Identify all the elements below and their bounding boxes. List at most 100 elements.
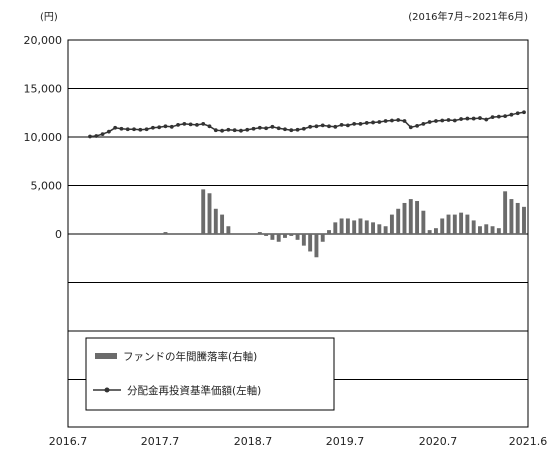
return-bar — [484, 224, 489, 234]
return-bar — [345, 218, 350, 234]
nav-point — [100, 132, 105, 136]
nav-point — [383, 119, 388, 123]
return-bar — [201, 189, 206, 234]
nav-point — [314, 124, 319, 129]
nav-point — [163, 124, 168, 129]
nav-point — [478, 116, 482, 120]
return-bar — [459, 212, 464, 234]
nav-point — [522, 110, 526, 115]
nav-point — [377, 120, 382, 124]
nav-point — [226, 127, 231, 132]
nav-point — [415, 123, 419, 128]
nav-point — [220, 128, 224, 133]
return-bar — [295, 234, 300, 240]
nav-point — [295, 127, 300, 132]
nav-point — [157, 125, 162, 130]
return-bar — [320, 234, 325, 242]
return-bar — [478, 226, 482, 234]
return-bar — [389, 214, 394, 234]
y-axis-unit-label: (円) — [40, 12, 58, 23]
return-bar — [308, 234, 313, 252]
legend-bar-swatch — [95, 353, 117, 359]
nav-point — [452, 118, 457, 123]
nav-point — [371, 120, 375, 125]
x-tick-label: 2016.7 — [49, 435, 88, 448]
y-axis-tick-labels: 20,000 15,000 10,000 5,000 0 — [24, 34, 63, 241]
nav-point — [106, 129, 111, 134]
return-bar — [465, 214, 470, 234]
return-bar — [327, 230, 331, 234]
nav-point — [339, 122, 344, 127]
legend-line-marker — [104, 387, 110, 393]
nav-point — [320, 123, 325, 128]
return-bar — [289, 234, 294, 236]
nav-point — [289, 128, 294, 133]
nav-point — [144, 127, 149, 132]
nav-point — [484, 117, 489, 122]
nav-point — [119, 126, 124, 131]
nav-point — [352, 122, 357, 126]
nav-point — [427, 120, 432, 124]
nav-point — [402, 119, 407, 123]
nav-point — [176, 122, 180, 127]
x-tick-label: 2021.6 — [509, 435, 548, 448]
return-bar — [270, 234, 275, 240]
nav-point — [308, 124, 313, 129]
y-tick-label: 10,000 — [24, 131, 63, 144]
nav-point — [150, 125, 155, 130]
nav-point — [490, 115, 495, 120]
return-bar — [339, 218, 344, 234]
nav-point — [345, 123, 350, 128]
return-bar — [314, 234, 319, 258]
nav-point — [251, 126, 256, 131]
x-tick-label: 2020.7 — [419, 435, 458, 448]
nav-point — [408, 125, 413, 130]
return-bar — [433, 228, 438, 234]
nav-point — [396, 118, 401, 122]
nav-point — [207, 124, 212, 129]
nav-point — [358, 122, 363, 126]
nav-point — [465, 116, 470, 121]
nav-point — [201, 122, 206, 126]
nav-point — [239, 128, 243, 133]
return-bar — [515, 202, 520, 234]
legend-box — [85, 337, 335, 411]
return-bar — [257, 232, 262, 234]
return-bar — [226, 226, 231, 234]
return-bar — [301, 234, 306, 246]
return-bar — [452, 214, 457, 234]
nav-point — [515, 111, 520, 116]
nav-point — [113, 125, 118, 130]
line-series — [88, 110, 526, 139]
nav-point — [364, 121, 369, 125]
return-bar — [402, 202, 407, 234]
nav-point — [434, 119, 438, 123]
nav-point — [459, 117, 464, 121]
y-tick-label: 15,000 — [24, 83, 63, 96]
return-bar — [358, 218, 363, 234]
nav-point — [88, 134, 92, 139]
x-tick-label: 2019.7 — [326, 435, 365, 448]
return-bar — [496, 228, 501, 234]
return-bar — [283, 234, 287, 238]
return-bar — [522, 206, 526, 234]
nav-point — [270, 124, 275, 129]
return-bar — [509, 199, 514, 234]
nav-point — [390, 118, 394, 123]
return-bar — [333, 222, 338, 234]
return-bar — [421, 210, 426, 234]
nav-point — [421, 122, 426, 126]
nav-point — [195, 122, 199, 127]
bar-series — [163, 189, 526, 258]
plot-frame — [67, 39, 529, 428]
nav-point — [446, 118, 451, 122]
nav-point — [94, 134, 99, 138]
return-bar — [377, 224, 382, 234]
nav-point — [132, 127, 136, 132]
x-axis-tick-labels: 2016.7 2017.7 2018.7 2019.7 2020.7 2021.6 — [49, 435, 548, 448]
return-bar — [490, 226, 495, 234]
return-bar — [503, 191, 508, 234]
nav-point — [471, 116, 476, 121]
nav-point — [496, 114, 501, 119]
return-bar — [264, 234, 269, 236]
